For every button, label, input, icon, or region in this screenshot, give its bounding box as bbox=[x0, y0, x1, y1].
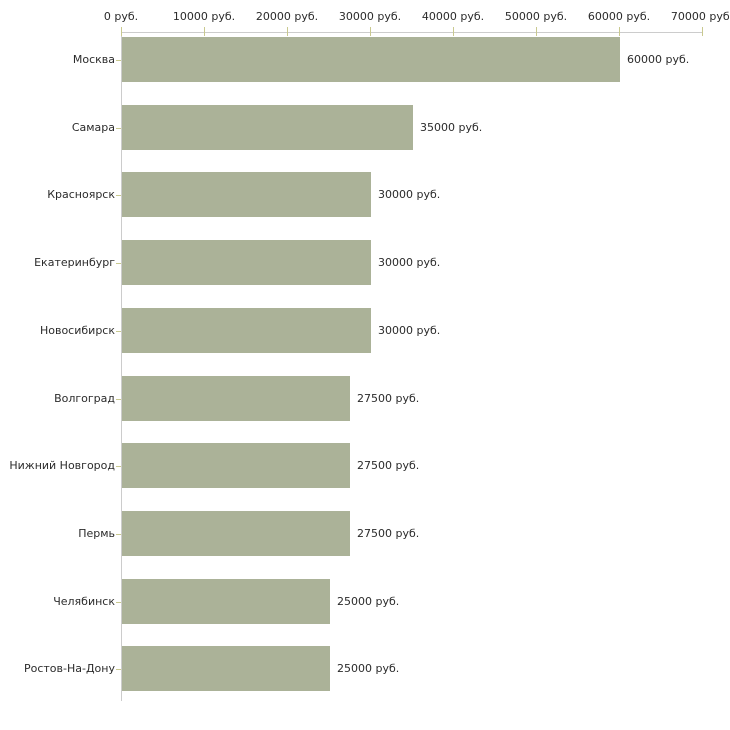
value-label: 27500 руб. bbox=[357, 527, 420, 540]
category-label: Москва bbox=[72, 53, 115, 66]
x-axis-tick-label: 30000 руб. bbox=[338, 10, 402, 23]
bar bbox=[122, 443, 350, 488]
y-axis-tick bbox=[116, 466, 121, 467]
x-axis-tick bbox=[287, 27, 288, 36]
category-label: Екатеринбург bbox=[34, 256, 115, 269]
value-label: 30000 руб. bbox=[378, 188, 441, 201]
value-label: 35000 руб. bbox=[420, 121, 483, 134]
x-axis-line bbox=[121, 32, 703, 33]
x-axis-tick-label: 60000 руб. bbox=[587, 10, 651, 23]
bar bbox=[122, 308, 371, 353]
bar bbox=[122, 376, 350, 421]
category-label: Новосибирск bbox=[39, 324, 115, 337]
y-axis-tick bbox=[116, 669, 121, 670]
value-label: 27500 руб. bbox=[357, 392, 420, 405]
x-axis-tick-label: 70000 руб. bbox=[670, 10, 730, 23]
x-axis-tick bbox=[453, 27, 454, 36]
y-axis-line bbox=[121, 32, 122, 701]
y-axis-tick bbox=[116, 399, 121, 400]
value-label: 25000 руб. bbox=[337, 662, 400, 675]
x-axis-tick bbox=[370, 27, 371, 36]
y-axis-tick bbox=[116, 195, 121, 196]
x-axis-tick bbox=[121, 27, 122, 36]
bar bbox=[122, 105, 413, 150]
x-axis-tick-label: 50000 руб. bbox=[504, 10, 568, 23]
bar bbox=[122, 240, 371, 285]
category-label: Самара bbox=[71, 121, 115, 134]
value-label: 27500 руб. bbox=[357, 459, 420, 472]
bar bbox=[122, 37, 620, 82]
x-axis-tick-label: 0 руб. bbox=[103, 10, 139, 23]
bar bbox=[122, 511, 350, 556]
y-axis-tick bbox=[116, 602, 121, 603]
bar bbox=[122, 172, 371, 217]
value-label: 60000 руб. bbox=[627, 53, 690, 66]
x-axis-tick bbox=[204, 27, 205, 36]
category-label: Красноярск bbox=[47, 188, 115, 201]
y-axis-tick bbox=[116, 534, 121, 535]
x-axis-tick bbox=[619, 27, 620, 36]
category-label: Нижний Новгород bbox=[9, 459, 115, 472]
value-label: 25000 руб. bbox=[337, 595, 400, 608]
y-axis-tick bbox=[116, 128, 121, 129]
bar bbox=[122, 579, 330, 624]
y-axis-tick bbox=[116, 60, 121, 61]
x-axis-tick bbox=[536, 27, 537, 36]
x-axis-tick-label: 20000 руб. bbox=[255, 10, 319, 23]
bar bbox=[122, 646, 330, 691]
value-label: 30000 руб. bbox=[378, 256, 441, 269]
x-axis-tick-label: 40000 руб. bbox=[421, 10, 485, 23]
value-label: 30000 руб. bbox=[378, 324, 441, 337]
x-axis-tick bbox=[702, 27, 703, 36]
category-label: Волгоград bbox=[54, 392, 115, 405]
x-axis-tick-label: 10000 руб. bbox=[172, 10, 236, 23]
y-axis-tick bbox=[116, 331, 121, 332]
category-label: Пермь bbox=[78, 527, 115, 540]
category-label: Челябинск bbox=[53, 595, 115, 608]
category-label: Ростов-На-Дону bbox=[23, 662, 115, 675]
y-axis-tick bbox=[116, 263, 121, 264]
